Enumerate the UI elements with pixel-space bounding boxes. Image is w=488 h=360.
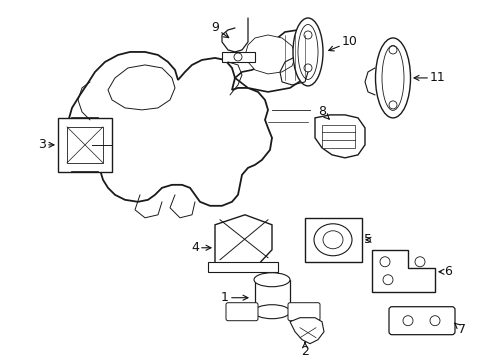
Polygon shape: [68, 52, 271, 206]
Polygon shape: [289, 318, 324, 344]
Text: 1: 1: [221, 291, 247, 304]
Polygon shape: [245, 35, 295, 74]
Text: 3: 3: [38, 138, 54, 151]
Text: 10: 10: [328, 36, 357, 51]
Ellipse shape: [381, 45, 403, 111]
FancyBboxPatch shape: [225, 303, 258, 321]
Polygon shape: [58, 118, 112, 172]
Text: 4: 4: [191, 241, 210, 254]
Polygon shape: [207, 262, 278, 272]
Polygon shape: [235, 30, 317, 92]
FancyBboxPatch shape: [287, 303, 319, 321]
Text: 2: 2: [301, 342, 308, 358]
Ellipse shape: [313, 224, 351, 256]
Ellipse shape: [323, 231, 342, 249]
Text: 11: 11: [413, 71, 445, 85]
Polygon shape: [314, 115, 364, 158]
Text: 5: 5: [363, 233, 371, 246]
Polygon shape: [371, 250, 434, 292]
Polygon shape: [215, 215, 271, 265]
FancyBboxPatch shape: [388, 307, 454, 335]
Polygon shape: [321, 125, 354, 148]
Polygon shape: [305, 218, 361, 262]
Polygon shape: [67, 127, 103, 163]
Polygon shape: [108, 65, 175, 110]
Ellipse shape: [375, 38, 409, 118]
Ellipse shape: [253, 305, 289, 319]
Text: 8: 8: [317, 105, 328, 119]
Polygon shape: [222, 52, 254, 62]
Ellipse shape: [292, 18, 323, 86]
Text: 6: 6: [438, 265, 451, 278]
Ellipse shape: [253, 273, 289, 287]
Polygon shape: [254, 280, 289, 312]
Ellipse shape: [297, 24, 317, 80]
Text: 9: 9: [211, 22, 228, 38]
Text: 7: 7: [454, 323, 465, 336]
